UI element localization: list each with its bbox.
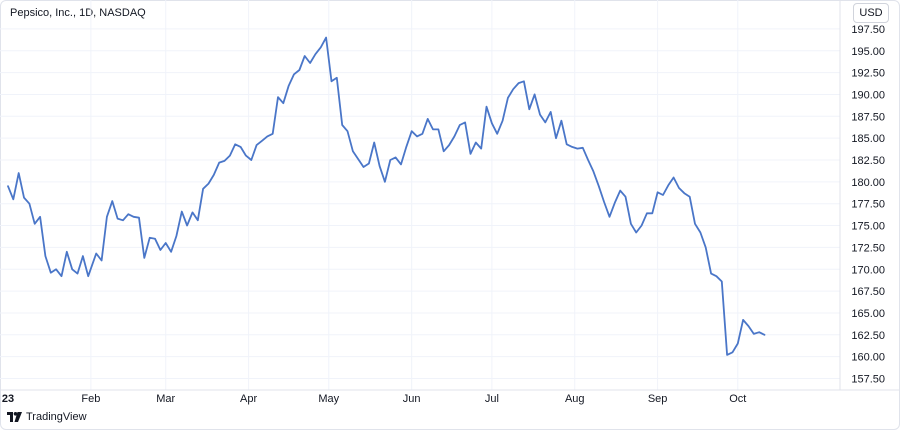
x-tick-label: Jun: [403, 393, 421, 405]
x-tick-label: Oct: [729, 393, 746, 405]
grid-lines: [0, 0, 840, 390]
brand-label: TradingView: [26, 411, 87, 423]
y-tick-label: 180.00: [851, 177, 885, 189]
y-tick-label: 162.50: [851, 330, 885, 342]
x-tick-label: Apr: [240, 393, 257, 405]
x-tick-label: Sep: [648, 393, 668, 405]
y-tick-label: 157.50: [851, 374, 885, 386]
y-tick-label: 187.50: [851, 111, 885, 123]
y-tick-label: 177.50: [851, 199, 885, 211]
y-tick-label: 190.00: [851, 89, 885, 101]
x-tick-label: 23: [2, 393, 14, 405]
y-tick-label: 170.00: [851, 264, 885, 276]
x-tick-label: Mar: [156, 393, 175, 405]
series-layer: [7, 36, 766, 356]
y-tick-label: 192.50: [851, 68, 885, 80]
chart-title: Pepsico, Inc., 1D, NASDAQ: [10, 7, 146, 19]
x-tick-label: Jul: [485, 393, 499, 405]
y-tick-label: 185.00: [851, 133, 885, 145]
currency-badge[interactable]: USD: [853, 3, 889, 23]
y-tick-label: 195.00: [851, 46, 885, 58]
price-series-line[interactable]: [7, 36, 766, 356]
y-tick-label: 197.50: [851, 24, 885, 36]
y-tick-label: 175.00: [851, 221, 885, 233]
y-tick-label: 165.00: [851, 308, 885, 320]
y-tick-label: 172.50: [851, 242, 885, 254]
x-tick-label: Feb: [81, 393, 100, 405]
x-tick-label: Aug: [565, 393, 585, 405]
y-tick-label: 182.50: [851, 155, 885, 167]
price-axis: 157.50 160.00 162.50 165.00 167.50 170.00 172.…: [851, 24, 885, 386]
tradingview-logo-icon: [7, 412, 22, 422]
y-tick-label: 160.00: [851, 352, 885, 364]
y-tick-label: 167.50: [851, 286, 885, 298]
time-axis: 23 Feb Mar Apr May Jun Jul Aug Sep Oct: [2, 393, 746, 405]
x-tick-label: May: [318, 393, 339, 405]
tradingview-brand[interactable]: TradingView: [7, 411, 87, 423]
